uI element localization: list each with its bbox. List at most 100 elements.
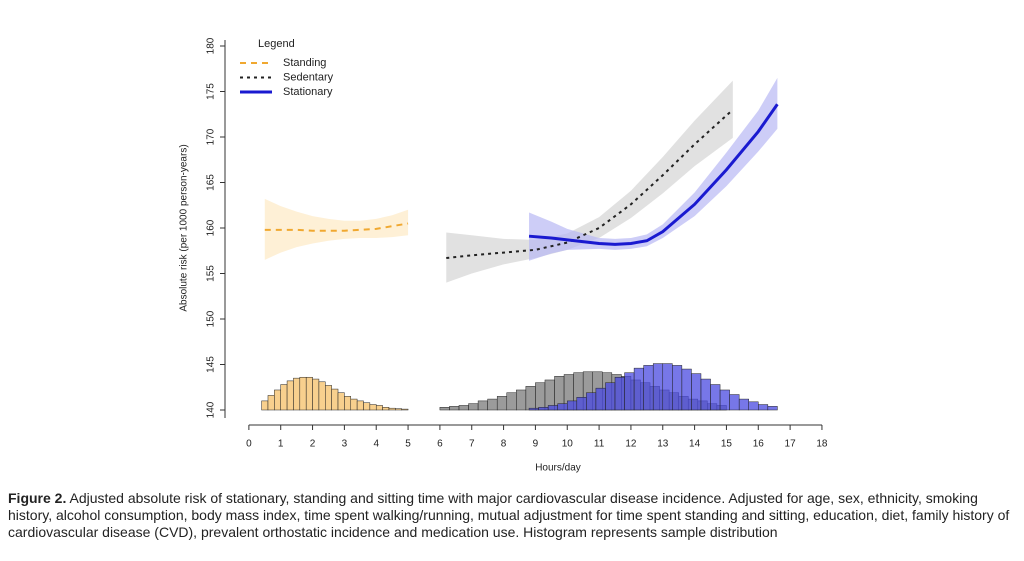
histogram-bar [286, 380, 294, 411]
y-tick-label: 145 [206, 356, 217, 373]
histogram-bar [652, 363, 664, 411]
histogram-bar [633, 367, 644, 411]
x-tick-label: 5 [405, 439, 411, 450]
x-tick-label: 15 [721, 439, 733, 450]
x-tick-label: 9 [533, 439, 539, 450]
histogram-bar [318, 381, 326, 411]
histogram-bar [261, 400, 269, 411]
histogram-bar [576, 397, 587, 411]
x-tick-label: 4 [373, 439, 379, 450]
histogram-bar [369, 404, 377, 411]
histogram-bar [535, 382, 546, 411]
histogram-bar [449, 406, 460, 411]
histogram-bar [468, 403, 479, 411]
histogram-bar [710, 384, 721, 411]
histogram-bar [401, 408, 409, 411]
y-tick-label: 175 [206, 83, 217, 100]
histogram-bar [458, 405, 469, 411]
histogram-bar [487, 398, 498, 411]
x-tick-label: 16 [753, 439, 765, 450]
histogram-bar [614, 376, 625, 411]
histogram-bar [293, 377, 301, 411]
histogram-bar [767, 406, 778, 411]
histogram-bar [274, 389, 281, 411]
histogram-bar [719, 389, 730, 411]
histogram-bar [395, 408, 402, 411]
histogram-bar [605, 382, 616, 411]
histogram-bar [748, 401, 759, 411]
histogram-bar [516, 389, 527, 411]
legend-label: Sedentary [283, 71, 334, 83]
caption-label: Figure 2. [8, 490, 67, 506]
histogram-bar [681, 368, 692, 411]
histogram-bar [729, 394, 740, 411]
histogram-bar [643, 365, 654, 411]
y-tick-label: 170 [206, 128, 217, 145]
series-line [528, 103, 779, 246]
series-line [264, 222, 409, 232]
histogram-bar [738, 398, 749, 411]
histogram-bar [363, 402, 371, 411]
y-tick-label: 150 [206, 310, 217, 327]
histogram-bar [528, 407, 539, 411]
chart: Hours/day Absolute risk (per 1000 person… [179, 37, 828, 473]
x-tick-label: 0 [246, 439, 252, 450]
histogram-bar [672, 365, 683, 411]
x-tick-label: 10 [562, 439, 574, 450]
x-tick-label: 3 [342, 439, 348, 450]
confidence-band [264, 198, 409, 260]
histogram-bar [337, 392, 345, 411]
histogram-bar [305, 376, 313, 411]
histogram-bar [267, 395, 275, 411]
histogram-bar [624, 372, 635, 411]
histogram-bar [567, 400, 578, 411]
legend-title: Legend [258, 38, 295, 50]
histogram-bar [280, 384, 288, 411]
x-tick-label: 7 [469, 439, 475, 450]
histogram-bar [586, 392, 597, 411]
x-tick-label: 13 [657, 439, 669, 450]
histogram-bar [547, 405, 558, 411]
y-axis-label: Absolute risk (per 1000 person-years) [179, 144, 190, 311]
legend-label: Standing [283, 57, 326, 69]
legend-label: Stationary [283, 86, 333, 98]
histogram-bar [691, 373, 702, 411]
confidence-band [446, 80, 733, 283]
y-tick-label: 140 [206, 401, 217, 418]
y-tick-label: 155 [206, 265, 217, 282]
histogram-bar [538, 407, 549, 411]
histogram-bar [595, 387, 606, 411]
y-tick-label: 180 [206, 37, 217, 54]
x-tick-label: 18 [816, 439, 828, 450]
histogram-bar [388, 407, 396, 411]
x-tick-label: 14 [689, 439, 701, 450]
histogram-bar [299, 376, 307, 411]
histogram-bar [525, 386, 536, 411]
histogram-bar [758, 404, 769, 411]
x-tick-label: 2 [310, 439, 316, 450]
histogram-bar [312, 378, 320, 411]
x-tick-label: 11 [594, 439, 605, 450]
histogram-bar [375, 405, 383, 411]
histogram-bar [331, 388, 339, 411]
histogram-bar [557, 403, 568, 411]
histogram-bar [506, 392, 517, 411]
x-tick-label: 8 [501, 439, 507, 450]
histogram-bar [350, 398, 358, 411]
x-tick-label: 1 [278, 439, 284, 450]
y-tick-label: 165 [206, 174, 217, 191]
x-tick-label: 17 [785, 439, 797, 450]
histogram-bar [662, 363, 673, 411]
x-tick-label: 12 [625, 439, 637, 450]
histogram-bar [325, 385, 332, 411]
histogram-bar [344, 396, 352, 411]
caption: Figure 2. Adjusted absolute risk of stat… [8, 490, 1013, 541]
histogram-bar [496, 396, 508, 411]
histogram-bar [356, 400, 364, 411]
histogram-bar [439, 407, 450, 411]
y-tick-label: 160 [206, 219, 217, 236]
caption-text: Adjusted absolute risk of stationary, st… [8, 490, 1010, 540]
histogram-bar [477, 400, 488, 411]
histogram-bar [382, 407, 390, 411]
